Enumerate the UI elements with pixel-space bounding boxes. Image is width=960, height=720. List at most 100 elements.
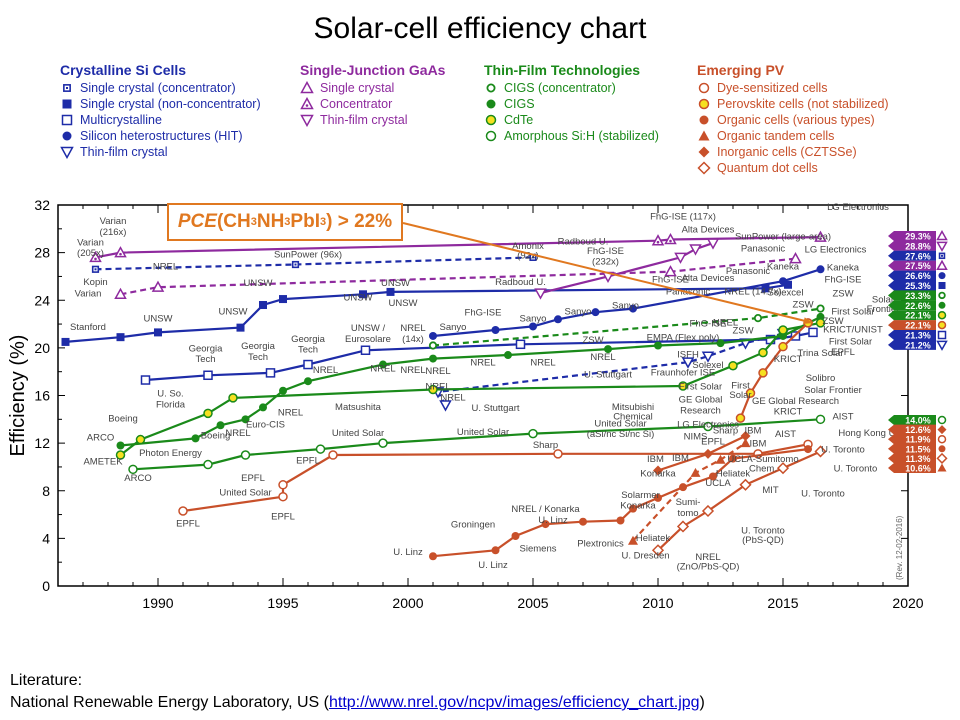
annotation-label: Solibro — [806, 373, 836, 384]
annotation-label: U. Stuttgart — [471, 403, 519, 414]
badge-value: 22.1% — [905, 321, 931, 331]
data-point — [778, 341, 788, 352]
pce-callout: PCE (CH 3 NH 3 PbI 3) > 22% — [167, 203, 403, 241]
annotation-label: NREL (14.7x) — [724, 286, 781, 297]
badge-shape — [888, 270, 936, 281]
data-point — [776, 462, 790, 475]
data-point — [815, 414, 826, 425]
annotation-label: U. So. — [157, 389, 183, 400]
circle-open-icon — [937, 434, 947, 444]
y-axis-label: Efficiency (%) — [7, 335, 29, 457]
annotation-label: Matsushita — [335, 402, 382, 413]
data-point — [739, 478, 752, 491]
annotation-label: EPFL — [176, 518, 200, 529]
annotation-label: Tech — [195, 354, 215, 365]
annotation-label: EPFL — [296, 455, 320, 466]
legend-entry: Single crystal (concentrator) — [60, 80, 261, 96]
series-line — [120, 257, 796, 296]
data-point — [216, 421, 225, 430]
annotation-label: NIMS — [684, 432, 708, 443]
record-badge: 22.6% — [888, 300, 946, 311]
legend-entry: CdTe — [484, 112, 659, 128]
annotation-label: Boeing — [108, 414, 138, 425]
data-point — [703, 448, 713, 459]
diamond-open-icon — [697, 161, 711, 175]
badge-value: 22.1% — [905, 311, 931, 321]
x-tick-label: 2005 — [517, 595, 548, 611]
annotation-label: EPFL — [831, 347, 855, 358]
data-point — [814, 230, 827, 242]
annotation-label: SunPower (large-area) — [735, 232, 831, 243]
x-tick-label: 1990 — [142, 595, 173, 611]
data-point — [236, 323, 245, 332]
triangle-open-icon — [300, 81, 314, 94]
record-badge: 14.0% — [888, 415, 947, 426]
annotation-label: ZSW — [732, 326, 753, 337]
legend-entry-label: CdTe — [504, 113, 534, 127]
annotation-label: United Solar — [219, 488, 271, 499]
data-point — [504, 351, 512, 360]
record-badge: 21.2% — [888, 339, 948, 351]
pce-sub-1: 3 — [250, 216, 257, 228]
annotation-label: United Solar — [594, 418, 646, 429]
badge-shape — [888, 300, 936, 311]
annotation-label: Florida — [156, 399, 186, 410]
legend-group-heading: Single-Junction GaAs — [300, 62, 446, 78]
data-point — [735, 413, 746, 423]
annotation-label: ZSW — [832, 289, 853, 300]
literature-link[interactable]: http://www.nrel.gov/ncpv/images/efficien… — [328, 694, 700, 711]
record-badge: 11.9% — [888, 434, 947, 445]
circle-yellow-icon — [937, 310, 947, 320]
data-point — [815, 318, 826, 328]
y-tick-label: 12 — [34, 435, 50, 451]
data-point — [428, 341, 438, 350]
annotation-label: Sanyo — [565, 307, 592, 318]
data-point — [511, 531, 520, 540]
annotation-label: First Solar — [829, 336, 872, 347]
annotation-label: NREL — [470, 358, 495, 369]
data-point — [706, 238, 720, 250]
square-small-icon — [63, 84, 71, 92]
badge-value: 25.3% — [905, 281, 931, 291]
circle-yellow-icon — [485, 114, 497, 126]
data-point — [651, 544, 665, 557]
annotation-label: UNSW — [243, 278, 272, 289]
annotation-layer: Varian(216x)Varian(205x)NRELKopinVarianS… — [70, 202, 908, 573]
badge-value: 21.3% — [905, 331, 931, 341]
annotation-label: UNSW — [218, 307, 247, 318]
data-point — [740, 430, 751, 441]
annotation-label: Heliatek — [636, 533, 671, 544]
y-tick-label: 0 — [42, 578, 50, 594]
pce-sub-2: 3 — [284, 216, 291, 228]
data-point — [429, 331, 437, 340]
data-point — [278, 480, 288, 490]
data-point — [291, 260, 300, 269]
data-point — [654, 493, 662, 502]
data-point — [429, 552, 437, 561]
annotation-label: Hong Kong UST — [838, 428, 907, 439]
legend-group-heading: Thin-Film Technologies — [484, 62, 641, 78]
badge-value: 11.3% — [905, 454, 930, 464]
annotation-label: Solexel — [692, 360, 723, 371]
y-tick-label: 8 — [42, 483, 50, 499]
badge-value: 27.5% — [905, 261, 931, 271]
annotation-label: Solar — [872, 295, 894, 306]
diamond-open-icon — [936, 452, 948, 464]
annotation-label: Alta Devices — [682, 273, 735, 284]
legend-entry: CIGS — [484, 96, 659, 112]
annotation-label: NREL — [530, 358, 555, 369]
badge-value: 23.3% — [905, 291, 931, 301]
legend-entry-label: Quantum dot cells — [717, 161, 818, 175]
legend-entry: Single crystal (non-concentrator) — [60, 96, 261, 112]
badge-shape — [888, 250, 936, 261]
data-point — [116, 441, 125, 450]
data-point — [808, 327, 818, 338]
annotation-label: Sanyo — [440, 322, 467, 333]
badge-value: 28.8% — [905, 241, 931, 251]
triangle-icon — [937, 463, 947, 472]
annotation-label: UCLA-Sumitomo — [727, 454, 798, 465]
badge-value: 12.6% — [905, 425, 931, 435]
legend-entry: Multicrystalline — [60, 112, 261, 128]
annotation-label: ZSW — [822, 316, 843, 327]
record-badge: 26.6% — [888, 270, 946, 281]
